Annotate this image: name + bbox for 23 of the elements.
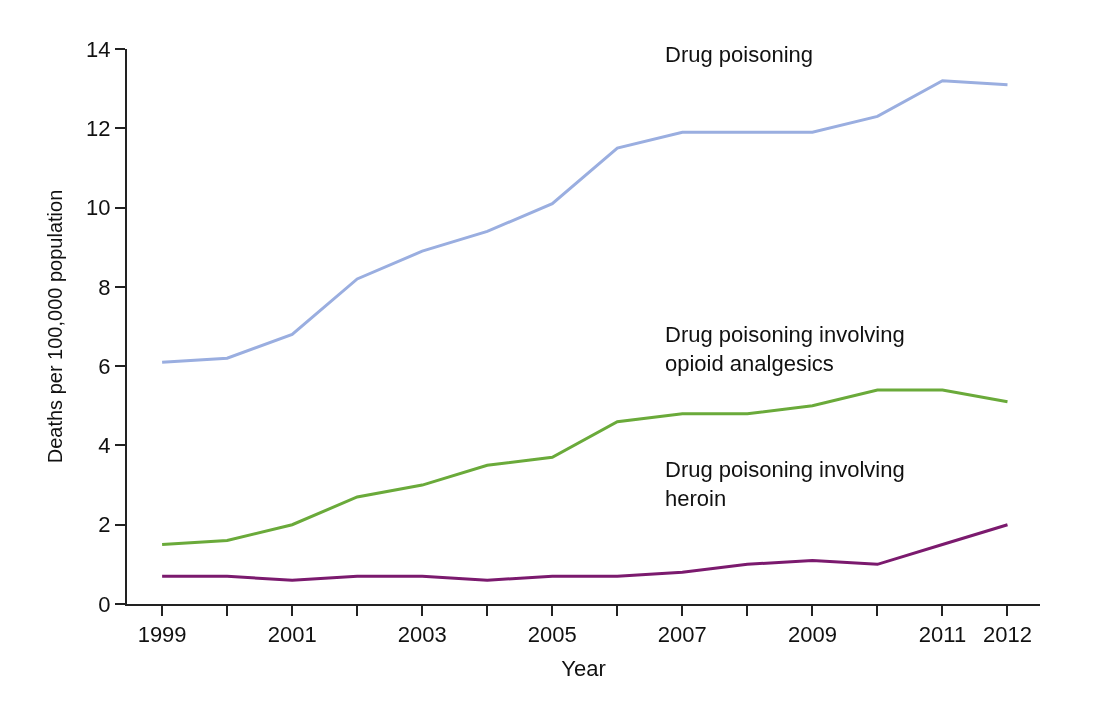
y-tick-label: 10 — [86, 195, 111, 221]
x-axis-title: Year — [561, 655, 606, 681]
y-tick-label: 0 — [98, 591, 111, 617]
x-tick-label: 2001 — [267, 622, 317, 648]
x-tick-label: 1999 — [137, 622, 187, 648]
x-tick-label: 2012 — [983, 622, 1032, 648]
y-tick-label: 4 — [98, 433, 111, 459]
y-tick-label: 6 — [98, 353, 111, 379]
line-series — [160, 388, 1009, 547]
y-tick-label: 12 — [86, 115, 111, 141]
y-tick-label: 14 — [86, 36, 111, 62]
series-label: Drug poisoning involving opioid analgesics — [665, 322, 905, 376]
x-tick-label: 2007 — [657, 622, 707, 648]
line-series — [160, 523, 1009, 582]
series-label: Drug poisoning involving heroin — [665, 457, 905, 511]
y-axis-title: Deaths per 100,000 population — [44, 189, 67, 464]
y-tick-label: 2 — [98, 512, 111, 538]
text: Drug poisoning — [665, 42, 813, 67]
x-tick-label: 2005 — [527, 622, 577, 648]
x-tick-label: 2011 — [918, 622, 967, 648]
y-tick-label: 8 — [98, 274, 111, 300]
x-tick-label: 2003 — [397, 622, 447, 648]
x-tick-label: 2009 — [787, 622, 837, 648]
